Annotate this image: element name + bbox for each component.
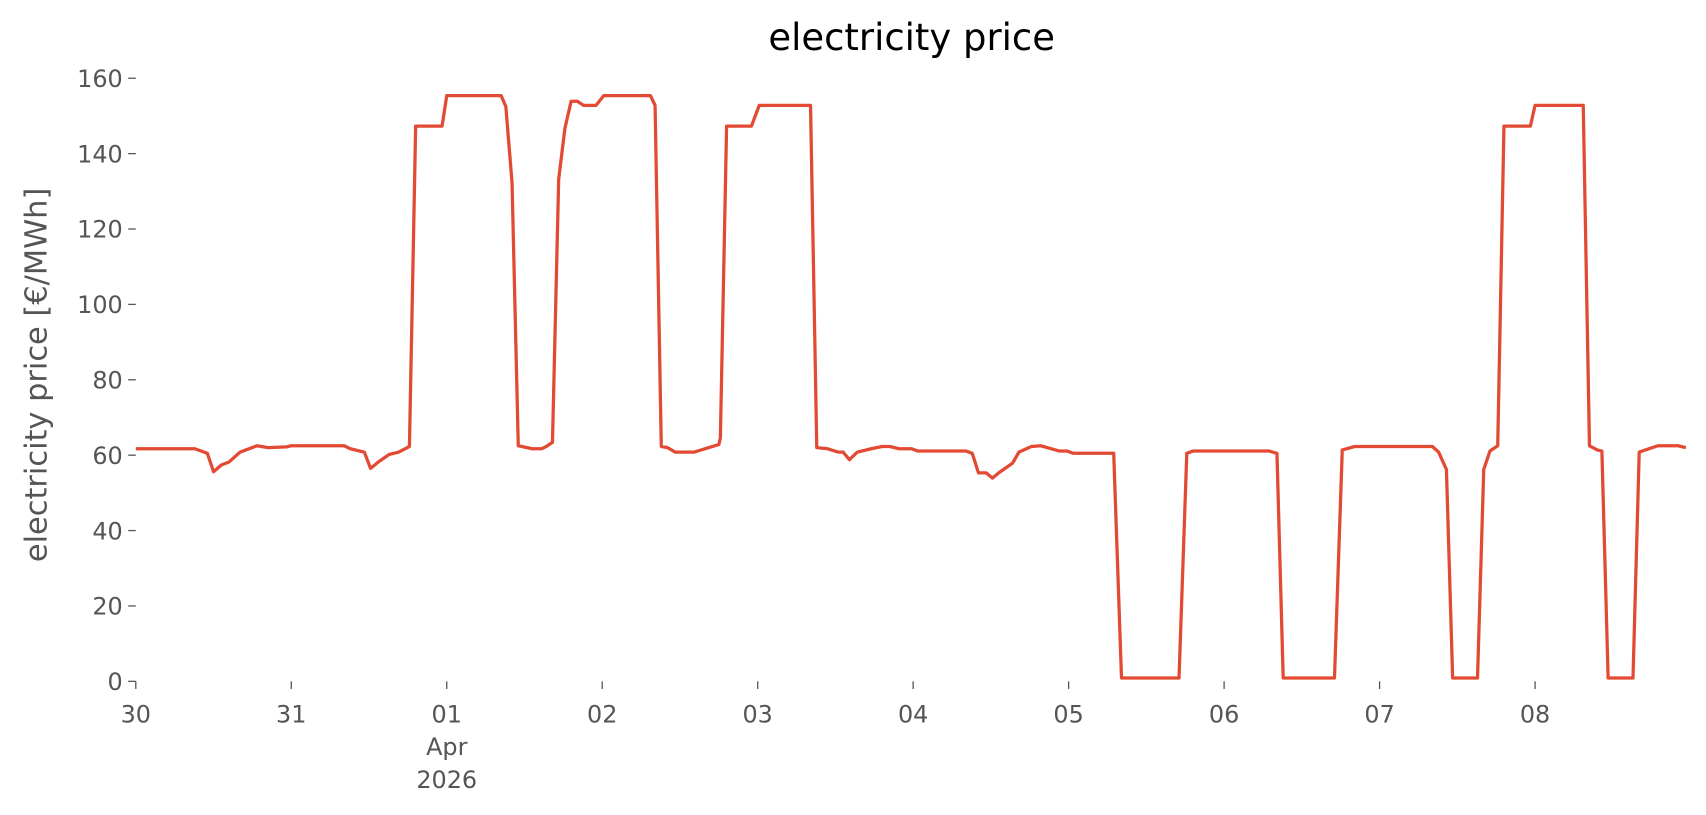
x-tick-label: 31 — [276, 701, 306, 729]
x-tick-label: 06 — [1209, 701, 1239, 729]
y-tick-label: 20 — [92, 593, 122, 621]
y-tick-label: 120 — [77, 216, 123, 244]
x-tick-label: 08 — [1520, 701, 1550, 729]
x-tick-label: 02 — [587, 701, 617, 729]
y-tick-label: 80 — [92, 366, 122, 394]
chart-title: electricity price — [768, 16, 1055, 59]
x-tick-label: 30 — [121, 701, 151, 729]
x-tick-label: 05 — [1053, 701, 1083, 729]
y-tick-label: 0 — [108, 668, 123, 696]
y-tick-label: 160 — [77, 65, 123, 93]
x-tick-label: 03 — [742, 701, 772, 729]
x-tick-label: 07 — [1364, 701, 1394, 729]
x-tick-label: 04 — [898, 701, 928, 729]
y-tick-label: 100 — [77, 291, 123, 319]
y-tick-label: 60 — [92, 442, 122, 470]
y-axis-label: electricity price [€/MWh] — [20, 188, 55, 562]
x-tick-label: 01 Apr 2026 — [416, 701, 477, 794]
y-tick-label: 140 — [77, 140, 123, 168]
price-line — [135, 93, 1687, 680]
y-tick-label: 40 — [92, 517, 122, 545]
